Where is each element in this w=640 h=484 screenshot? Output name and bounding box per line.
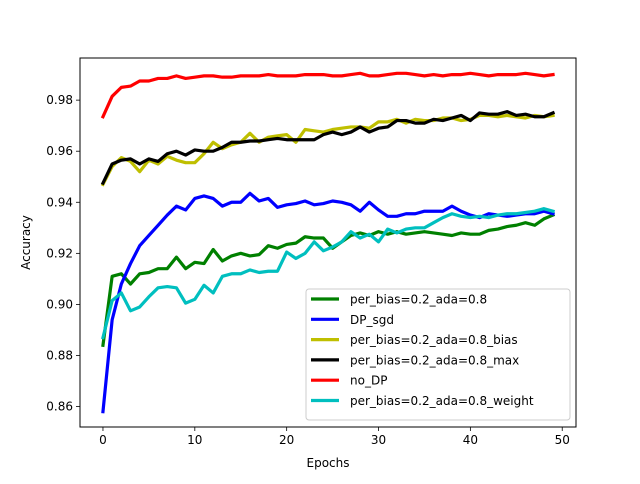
y-tick-label: 0.90 — [46, 297, 73, 311]
x-axis: 0 10 20 30 40 50 — [99, 427, 570, 447]
x-tick-label: 40 — [463, 433, 478, 447]
legend-label-5: per_bias=0.2_ada=0.8_weight — [350, 394, 534, 408]
y-tick-label: 0.88 — [46, 348, 73, 362]
legend-label-1: DP_sgd — [350, 313, 394, 327]
y-tick-label: 0.96 — [46, 144, 73, 158]
series-line-5 — [101, 207, 556, 340]
y-tick-label: 0.86 — [46, 400, 73, 414]
legend-label-3: per_bias=0.2_ada=0.8_max — [350, 353, 519, 367]
legend-label-2: per_bias=0.2_ada=0.8_bias — [350, 333, 518, 347]
series-line-4 — [100, 71, 555, 119]
series-line-0 — [101, 212, 556, 348]
y-axis-label: Accuracy — [19, 215, 33, 270]
x-tick-label: 10 — [187, 433, 202, 447]
legend-label-0: per_bias=0.2_ada=0.8 — [350, 293, 487, 307]
x-tick-label: 30 — [371, 433, 386, 447]
y-tick-label: 0.98 — [46, 93, 73, 107]
series-layer — [100, 71, 556, 414]
y-tick-label: 0.94 — [46, 195, 73, 209]
x-tick-label: 0 — [99, 433, 107, 447]
x-tick-label: 50 — [555, 433, 570, 447]
series-line-3 — [100, 110, 556, 186]
x-axis-label: Epochs — [307, 456, 350, 470]
y-tick-label: 0.92 — [46, 246, 73, 260]
legend-box — [305, 288, 571, 421]
x-tick-label: 20 — [279, 433, 294, 447]
plot-frame — [79, 57, 577, 428]
legend-label-4: no_DP — [350, 374, 387, 388]
y-axis: 0.86 0.88 0.90 0.92 0.94 0.96 0.98 — [46, 93, 80, 414]
legend: per_bias=0.2_ada=0.8 DP_sgd per_bias=0.2_a… — [305, 288, 571, 421]
